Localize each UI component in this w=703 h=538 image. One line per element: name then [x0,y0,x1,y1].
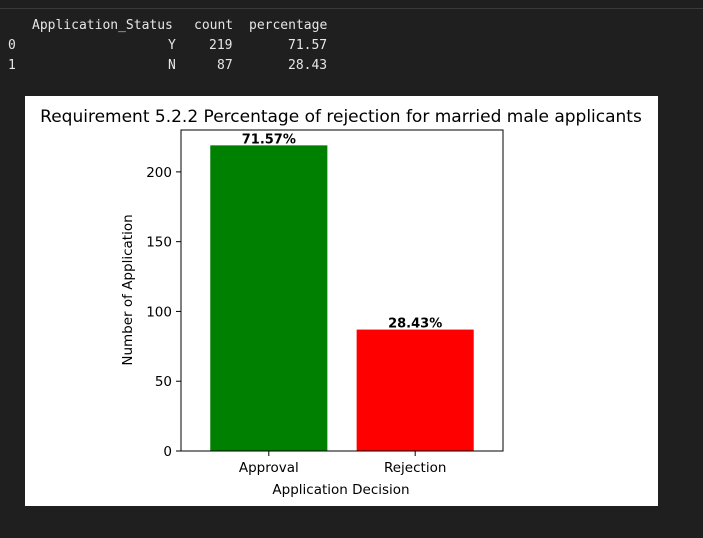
x-tick-label: Rejection [384,460,446,476]
count-cell: 219 [209,38,233,53]
column-header: Application_Status [32,18,173,33]
row-index: 1 [8,58,16,73]
bar-approval [210,145,328,451]
dataframe-row: 1 N 87 28.43 [0,56,340,76]
chart-title: Requirement 5.2.2 Percentage of rejectio… [40,107,642,127]
status-cell: N [168,58,176,73]
plot-output: Requirement 5.2.2 Percentage of rejectio… [25,96,658,506]
y-tick-label: 100 [146,304,172,320]
bar-data-label: 28.43% [388,317,442,332]
bar-rejection [356,329,474,451]
y-tick-label: 150 [146,235,172,251]
column-header: percentage [249,18,328,33]
percentage-cell: 28.43 [288,58,328,73]
count-cell: 87 [217,58,233,73]
row-index: 0 [8,38,16,53]
column-header: count [194,18,234,33]
x-axis-label: Application Decision [272,482,409,498]
dataframe-output: Application_Status count percentage 0 Y … [0,0,703,90]
bar-chart: Requirement 5.2.2 Percentage of rejectio… [40,107,642,498]
y-tick-label: 50 [155,374,172,390]
percentage-cell: 71.57 [288,38,328,53]
dataframe-header-row: Application_Status count percentage [0,16,340,36]
cell-divider [0,0,703,9]
y-tick-label: 200 [146,165,172,181]
plot-frame [180,129,504,452]
bar-data-label: 71.57% [242,132,296,147]
y-axis-label: Number of Application [120,214,136,365]
y-tick-label: 0 [163,444,172,460]
x-tick-label: Approval [239,460,299,476]
status-cell: Y [168,38,176,53]
dataframe-row: 0 Y 219 71.57 [0,36,340,56]
